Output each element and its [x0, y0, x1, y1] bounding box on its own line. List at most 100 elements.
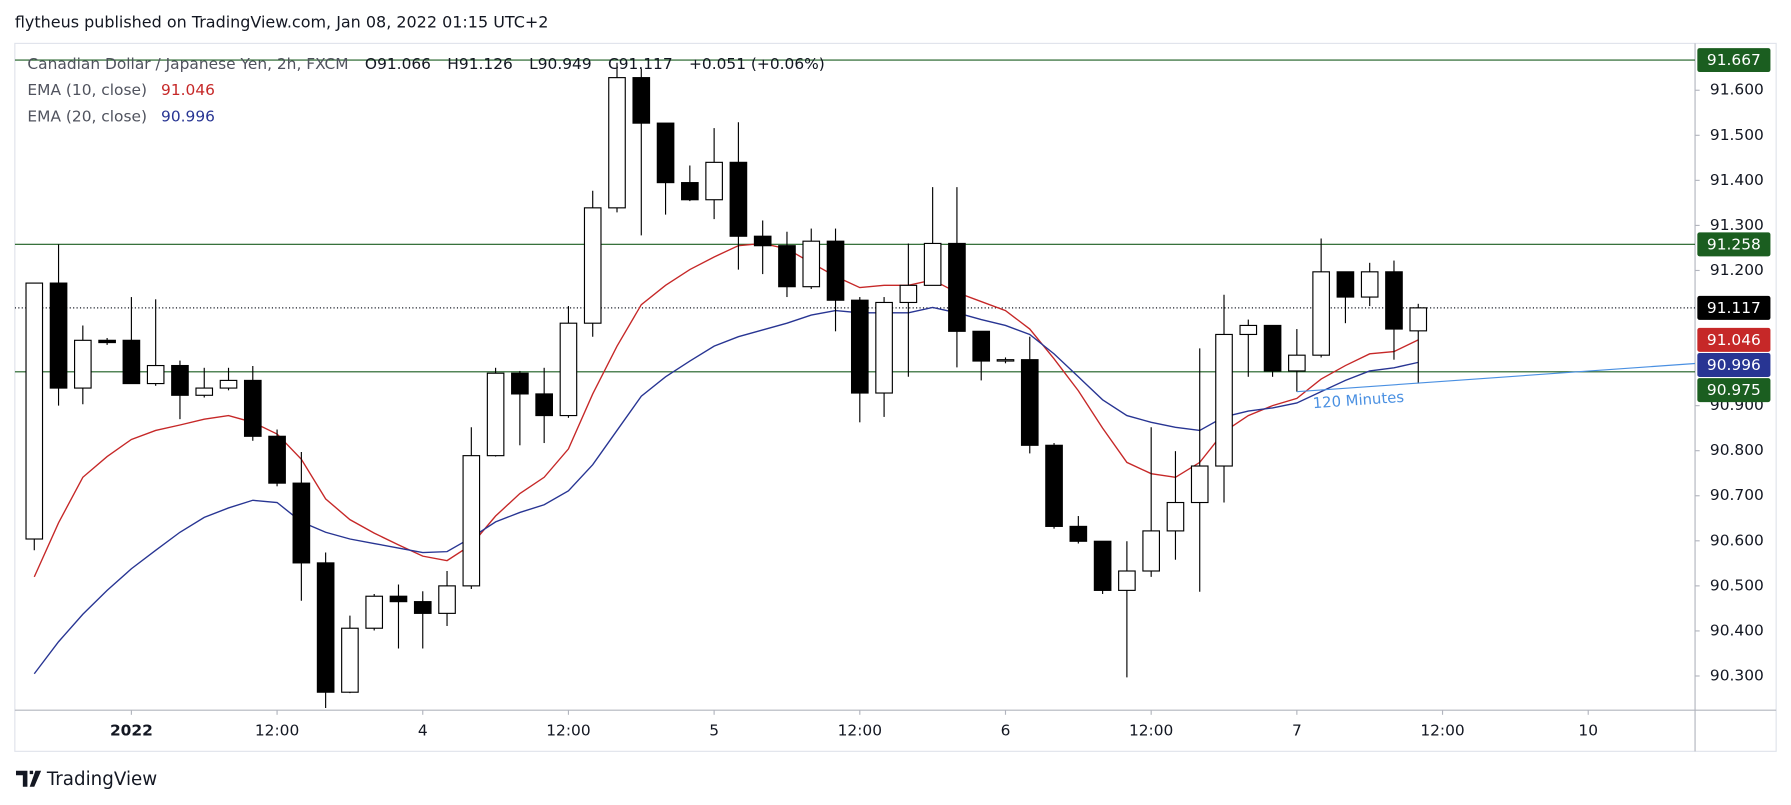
candle-body — [899, 284, 918, 304]
y-tick-label: 90.300 — [1710, 666, 1764, 684]
candle-body — [656, 122, 675, 184]
candle-body — [972, 330, 991, 362]
candle-body — [948, 242, 966, 332]
plot-area — [14, 59, 1696, 708]
y-tick-label: 91.300 — [1710, 216, 1764, 234]
candle-body — [778, 245, 796, 288]
candle-body — [1118, 570, 1136, 591]
price-badge — [1697, 327, 1771, 352]
candle-body — [583, 207, 602, 324]
candle-body — [1263, 324, 1282, 372]
x-tick-label: 6 — [1001, 721, 1011, 739]
legend-ema-name: EMA (10, close) — [27, 81, 147, 99]
y-tick-label: 91.400 — [1710, 171, 1764, 189]
candle-body — [1190, 465, 1209, 504]
candle-body — [729, 161, 748, 237]
candle-body — [632, 77, 651, 124]
x-tick-label: 12:00 — [546, 721, 590, 739]
legend-high: H91.126 — [447, 54, 513, 72]
candle-body — [1360, 271, 1379, 298]
candle-body — [1020, 359, 1039, 446]
candle-body — [826, 240, 845, 301]
y-tick-label: 90.400 — [1710, 621, 1764, 639]
candle-body — [559, 322, 578, 417]
y-tick-label: 90.500 — [1710, 576, 1764, 594]
price-badge — [1697, 48, 1771, 73]
logo-mark — [15, 770, 42, 787]
brand-name: TradingView — [46, 769, 157, 790]
x-tick-label: 12:00 — [838, 721, 882, 739]
candle-body — [195, 387, 214, 396]
ema-line — [33, 306, 1419, 675]
candle-body — [462, 455, 481, 587]
candle-body — [243, 379, 262, 437]
candle-body — [1239, 324, 1258, 336]
candle-body — [875, 301, 893, 394]
candle-body — [74, 339, 92, 389]
y-tick-label: 90.700 — [1710, 486, 1764, 504]
price-badge — [1697, 295, 1771, 320]
candle-body — [438, 585, 456, 614]
legend-ema-value: 91.046 — [161, 81, 215, 99]
axes: 91.60091.50091.40091.30091.20090.90090.8… — [110, 81, 1764, 740]
candle-body — [49, 282, 68, 389]
candle-body — [1409, 307, 1428, 332]
price-badge-label: 91.046 — [1707, 331, 1761, 349]
legend-open: O91.066 — [365, 54, 431, 72]
x-tick-label: 5 — [709, 721, 719, 739]
price-badge-label: 91.258 — [1707, 235, 1761, 253]
legend-change: +0.051 (+0.06%) — [689, 54, 825, 72]
legend: Canadian Dollar / Japanese Yen, 2h, FXCM… — [27, 54, 824, 125]
legend-ema-name: EMA (20, close) — [27, 107, 147, 125]
candle-body — [1312, 271, 1330, 356]
publish-header: flytheus published on TradingView.com, J… — [15, 12, 549, 31]
candle-body — [705, 161, 723, 201]
candle-body — [486, 372, 505, 457]
chart-frame — [14, 42, 1777, 752]
candle-body — [1045, 444, 1063, 527]
price-badge-label: 91.117 — [1707, 299, 1761, 317]
candle-body — [608, 77, 626, 209]
candle-body — [1069, 525, 1088, 542]
candle-body — [219, 379, 238, 389]
candle-body — [535, 393, 553, 417]
candle-body — [1336, 271, 1355, 298]
candle-body — [146, 364, 165, 385]
legend-ema: EMA (10, close) 91.046 — [27, 81, 215, 99]
candle-body — [1215, 333, 1233, 467]
candle-body — [316, 562, 335, 693]
x-tick-label: 12:00 — [255, 721, 299, 739]
y-tick-label: 91.600 — [1710, 81, 1764, 99]
candle-body — [389, 595, 408, 603]
candle-body — [1093, 540, 1112, 591]
price-badge-label: 90.996 — [1707, 356, 1761, 374]
price-badge — [1697, 232, 1771, 257]
price-badge — [1697, 352, 1771, 377]
legend-close: C91.117 — [608, 54, 673, 72]
candle-body — [365, 595, 384, 629]
candle-body — [996, 359, 1015, 362]
legend-symbol: Canadian Dollar / Japanese Yen, 2h, FXCM… — [27, 54, 824, 72]
candle-body — [511, 372, 529, 395]
y-tick-label: 91.200 — [1710, 261, 1764, 279]
candle-body — [98, 339, 116, 344]
legend-low: L90.949 — [529, 54, 592, 72]
price-badge-label: 90.975 — [1707, 381, 1761, 399]
legend-ema-value: 90.996 — [161, 107, 215, 125]
x-tick-label: 7 — [1292, 721, 1302, 739]
x-tick-label: 2022 — [110, 721, 153, 739]
candle-body — [171, 364, 189, 396]
x-tick-label: 12:00 — [1129, 721, 1173, 739]
candle-body — [802, 240, 821, 288]
x-tick-label: 10 — [1578, 721, 1598, 739]
trendline — [1296, 362, 1696, 393]
candle-body — [292, 482, 311, 564]
candle-body — [1288, 354, 1306, 372]
ema-line — [33, 242, 1419, 578]
candle-body — [1142, 530, 1160, 572]
candle-body — [268, 435, 286, 484]
candle-body — [413, 601, 432, 614]
candle-body — [850, 299, 869, 394]
y-tick-label: 90.600 — [1710, 531, 1764, 549]
